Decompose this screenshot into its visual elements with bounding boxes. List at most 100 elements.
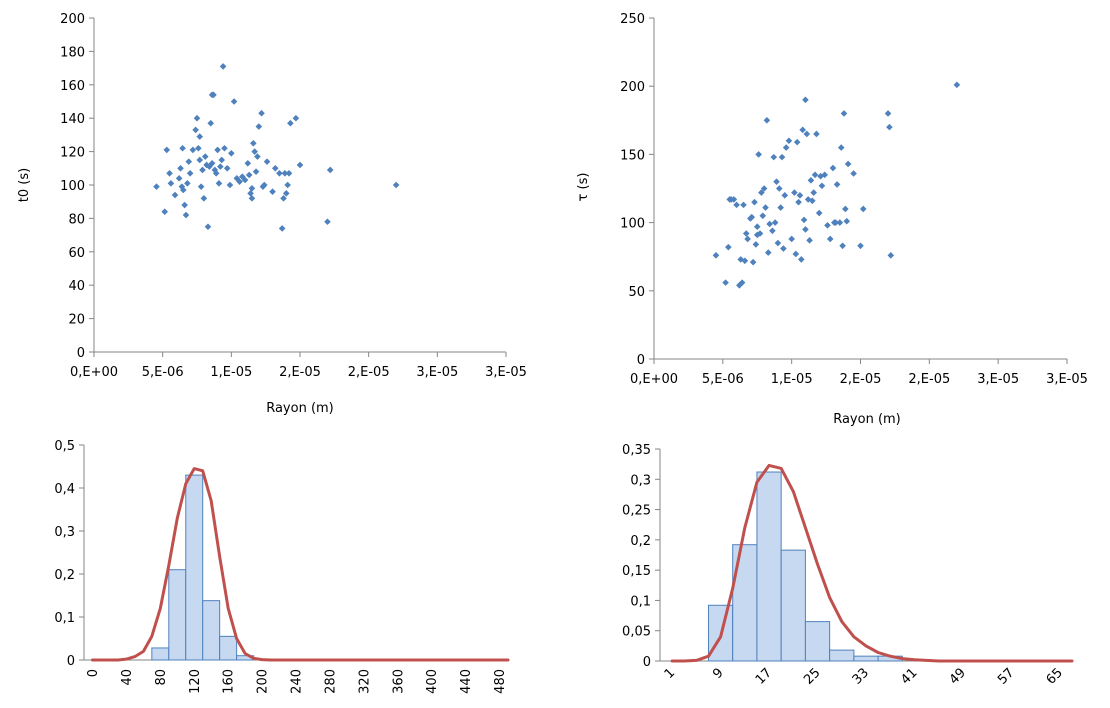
scatter-t0-point xyxy=(171,191,179,199)
scatter-t0-point xyxy=(179,144,186,152)
scatter-t0-point xyxy=(195,144,202,152)
scatter-tau-point xyxy=(839,242,846,250)
histogram-t0-xtick-label: 0 xyxy=(86,669,101,677)
scatter-tau-xtick-label: 2,E-05 xyxy=(908,372,950,387)
histogram-t0-xtick-label: 280 xyxy=(323,669,338,694)
scatter-t0-point xyxy=(223,165,231,172)
scatter-t0-ytick-label: 180 xyxy=(60,45,85,60)
scatter-t0-point xyxy=(185,158,193,165)
scatter-t0-point xyxy=(284,181,291,189)
histogram-tau-fit-curve xyxy=(670,463,1074,663)
scatter-t0-point xyxy=(163,146,171,154)
scatter-t0-point xyxy=(186,170,194,177)
scatter-t0-point xyxy=(167,180,175,187)
scatter-t0-ytick-label: 0 xyxy=(77,346,85,361)
scatter-tau-ytick-label: 150 xyxy=(620,148,645,163)
scatter-tau-point xyxy=(806,237,813,244)
scatter-t0-point xyxy=(181,201,188,209)
scatter-tau-point xyxy=(832,219,840,226)
scatter-t0-point xyxy=(200,195,208,202)
scatter-tau-point xyxy=(817,172,824,180)
histogram-t0-xtick-label: 80 xyxy=(154,669,169,686)
scatter-tau-xtick-label: 2,E-05 xyxy=(840,372,882,387)
scatter-tau-xtick-label: 3,E-05 xyxy=(1046,372,1088,387)
scatter-tau-point xyxy=(795,198,802,206)
scatter-t0-point xyxy=(196,133,204,140)
scatter-tau-point xyxy=(751,198,758,206)
scatter-t0-point xyxy=(228,149,235,157)
scatter-tau-ytick-label: 200 xyxy=(620,80,645,95)
scatter-t0-ytick-label: 80 xyxy=(68,212,85,227)
histogram-tau-xtick-label: 17 xyxy=(753,665,775,687)
scatter-tau-point xyxy=(753,223,761,230)
scatter-t0-point xyxy=(182,211,190,219)
scatter-t0-point xyxy=(178,183,186,190)
scatter-tau-point xyxy=(803,130,811,138)
scatter-tau-point xyxy=(753,231,761,239)
scatter-t0-point xyxy=(230,98,238,105)
scatter-tau-ytick-label: 0 xyxy=(637,353,645,368)
scatter-t0-point xyxy=(260,181,268,189)
scatter-t0-point xyxy=(280,195,287,202)
scatter-tau-point xyxy=(796,192,804,199)
scatter-tau-point xyxy=(742,230,750,237)
histogram-tau-bar xyxy=(829,649,855,662)
histogram-t0-xtick-label: 240 xyxy=(290,669,305,694)
scatter-t0-ytick-label: 120 xyxy=(60,146,85,161)
histogram-t0-ytick-label: 0 xyxy=(67,654,75,669)
scatter-t0-ytick-label: 200 xyxy=(60,12,85,27)
histogram-tau-xtick-label: 9 xyxy=(710,665,726,681)
scatter-tau-xlabel: Rayon (m) xyxy=(833,412,901,427)
scatter-t0-point xyxy=(236,178,243,185)
scatter-t0-point xyxy=(250,139,257,147)
scatter-t0-point xyxy=(179,186,187,194)
scatter-tau-point xyxy=(741,257,749,265)
scatter-t0-panel: Rayon (m) t0 (s) 0 20 40 60 80 100 120 140 160 18… xyxy=(17,12,527,416)
scatter-t0-point xyxy=(203,161,210,169)
scatter-t0-xtick-label: 5,E-06 xyxy=(142,365,184,380)
scatter-t0-point xyxy=(217,163,224,170)
histogram-t0-xtick-label: 320 xyxy=(357,669,372,694)
histogram-tau-xtick-label: 41 xyxy=(898,665,920,687)
histogram-tau-ytick-label: 0,1 xyxy=(630,594,651,609)
scatter-t0-point xyxy=(207,119,215,127)
scatter-tau-point xyxy=(760,185,768,192)
scatter-t0-point xyxy=(210,91,217,99)
scatter-t0-point xyxy=(255,123,263,130)
histogram-tau-bar xyxy=(732,544,758,662)
scatter-tau-point xyxy=(744,235,751,243)
scatter-t0-point xyxy=(251,148,258,155)
scatter-t0-point xyxy=(281,170,289,177)
scatter-tau-point xyxy=(859,205,867,213)
scatter-tau-point xyxy=(764,249,772,256)
histogram-t0-xtick-label: 360 xyxy=(391,669,406,694)
scatter-t0-point xyxy=(175,175,183,182)
scatter-t0-point xyxy=(192,126,199,134)
scatter-t0-point xyxy=(252,168,260,175)
histogram-tau-ytick-label: 0,35 xyxy=(622,443,651,458)
histogram-t0-xtick-label: 120 xyxy=(188,669,203,694)
histogram-t0-ytick-label: 0,4 xyxy=(54,482,75,497)
scatter-t0-point xyxy=(201,153,209,160)
histogram-tau-bar xyxy=(804,621,831,662)
scatter-tau-point xyxy=(788,235,795,243)
histogram-tau-ytick-label: 0,3 xyxy=(630,473,651,488)
scatter-t0-xtick-label: 2,E-05 xyxy=(348,365,390,380)
scatter-t0-point xyxy=(208,159,216,167)
histogram-t0-bar xyxy=(168,569,187,661)
scatter-t0-point xyxy=(189,146,197,154)
scatter-t0-point xyxy=(244,159,252,167)
scatter-t0-point xyxy=(204,223,212,231)
histogram-tau-ytick-label: 0,15 xyxy=(622,564,651,579)
histogram-t0-xtick-label: 200 xyxy=(256,669,271,694)
histogram-tau-xtick-label: 1 xyxy=(662,665,678,681)
scatter-tau-point xyxy=(884,110,892,117)
scatter-tau-point xyxy=(782,144,790,151)
scatter-t0-point xyxy=(166,170,173,177)
scatter-tau-point xyxy=(840,110,848,117)
scatter-tau-point xyxy=(821,171,829,179)
scatter-tau-point xyxy=(749,258,757,266)
scatter-tau-point xyxy=(748,213,756,221)
scatter-t0-point xyxy=(241,176,249,184)
histogram-tau-xtick-label: 57 xyxy=(995,665,1017,687)
